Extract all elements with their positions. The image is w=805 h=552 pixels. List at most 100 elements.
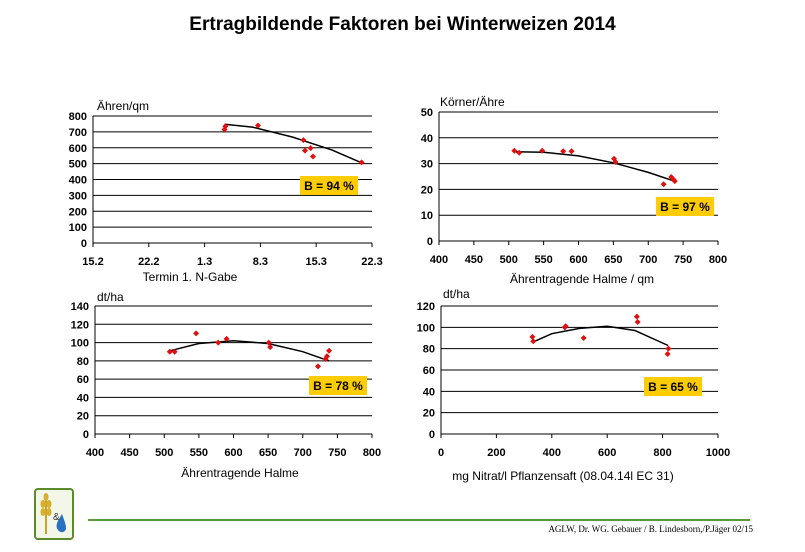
y-tick-label: 0 [83, 429, 89, 441]
y-tick-label: 40 [421, 133, 433, 145]
data-point [255, 122, 262, 129]
y-tick-label: 10 [421, 210, 433, 222]
data-point [302, 147, 309, 154]
y-axis-label: Körner/Ähre [440, 95, 505, 109]
data-point [671, 178, 678, 185]
r-squared-badge [309, 376, 367, 395]
x-tick-label: 500 [500, 254, 518, 266]
y-tick-label: 120 [417, 301, 435, 313]
y-tick-label: 800 [69, 111, 87, 123]
data-point [171, 348, 178, 355]
data-point [267, 344, 274, 351]
logo: & [34, 488, 74, 540]
y-axis-label: dt/ha [97, 290, 124, 304]
data-point [612, 159, 619, 166]
y-tick-label: 100 [417, 322, 435, 334]
x-tick-label: 400 [430, 254, 448, 266]
data-point [568, 148, 575, 155]
y-tick-label: 30 [421, 159, 433, 171]
r-squared-badge [656, 197, 714, 216]
x-axis-label: mg Nitrat/l Pflanzensaft (08.04.14l EC 3… [452, 469, 673, 483]
data-point [314, 363, 321, 370]
x-tick-label: 600 [569, 254, 587, 266]
y-tick-label: 40 [423, 386, 435, 398]
x-tick-label: 15.3 [305, 256, 326, 268]
data-point [634, 319, 641, 325]
trend-line [224, 123, 362, 164]
y-axis-label: Ähren/qm [97, 99, 149, 113]
y-tick-label: 40 [77, 392, 89, 404]
data-point [633, 313, 640, 320]
y-tick-label: 600 [69, 143, 87, 155]
data-point [323, 353, 330, 360]
y-tick-label: 50 [421, 107, 433, 119]
x-tick-label: 600 [224, 447, 242, 459]
y-tick-label: 140 [71, 301, 89, 313]
y-tick-label: 0 [427, 236, 433, 248]
footer-credit: AGLW, Dr. WG. Gebauer / B. Lindesborn,/P… [548, 524, 753, 534]
x-tick-label: 200 [487, 447, 505, 459]
x-tick-label: 400 [86, 447, 104, 459]
trend-line [532, 325, 669, 347]
r-squared-label: B = 97 % [660, 200, 710, 214]
x-tick-label: 750 [674, 254, 692, 266]
data-point [660, 181, 667, 188]
x-tick-label: 15.2 [82, 256, 103, 268]
logo-ampersand: & [53, 512, 60, 523]
data-point [222, 123, 229, 130]
y-tick-label: 400 [69, 175, 87, 187]
data-point [326, 347, 333, 354]
y-tick-label: 80 [423, 344, 435, 356]
y-tick-label: 120 [71, 319, 89, 331]
data-point [580, 335, 587, 341]
y-tick-label: 100 [71, 338, 89, 350]
data-point [560, 148, 567, 155]
x-tick-label: 750 [328, 447, 346, 459]
x-tick-label: 700 [294, 447, 312, 459]
y-tick-label: 0 [429, 429, 435, 441]
x-tick-label: 450 [120, 447, 138, 459]
x-tick-label: 450 [465, 254, 483, 266]
y-tick-label: 20 [421, 184, 433, 196]
r-squared-label: B = 78 % [313, 379, 363, 393]
x-tick-label: 1000 [706, 447, 730, 459]
x-axis-label: Ährentragende Halme / qm [510, 272, 654, 286]
x-tick-label: 600 [598, 447, 616, 459]
x-axis-label: Ährentragende Halme [181, 466, 299, 480]
data-point [307, 145, 314, 152]
footer-divider [88, 519, 750, 521]
page-title: Ertragbildende Faktoren bei Winterweizen… [189, 14, 616, 35]
data-point [511, 147, 518, 154]
r-squared-badge [300, 176, 358, 195]
x-tick-label: 550 [534, 254, 552, 266]
data-point [300, 137, 307, 144]
x-tick-label: 22.2 [138, 256, 159, 268]
y-tick-label: 200 [69, 206, 87, 218]
y-tick-label: 60 [77, 374, 89, 386]
y-tick-label: 20 [77, 411, 89, 423]
trend-line [169, 339, 330, 362]
y-axis-label: dt/ha [443, 287, 470, 301]
x-tick-label: 400 [543, 447, 561, 459]
data-point [223, 335, 230, 342]
x-tick-label: 650 [604, 254, 622, 266]
data-point [265, 339, 272, 346]
data-point [665, 345, 672, 352]
data-point [562, 323, 569, 330]
x-tick-label: 22.3 [361, 256, 382, 268]
trend-line [514, 150, 677, 183]
data-point [516, 149, 523, 156]
data-point [166, 348, 173, 355]
x-tick-label: 800 [653, 447, 671, 459]
data-point [530, 338, 537, 345]
x-tick-label: 700 [639, 254, 657, 266]
data-point [193, 330, 200, 337]
data-point [529, 333, 536, 340]
y-tick-label: 300 [69, 190, 87, 202]
r-squared-badge [644, 377, 702, 396]
x-tick-label: 800 [709, 254, 727, 266]
wheat-and-water-drop-icon: & [40, 493, 66, 534]
y-tick-label: 20 [423, 408, 435, 420]
x-axis-label: Termin 1. N-Gabe [143, 270, 238, 284]
